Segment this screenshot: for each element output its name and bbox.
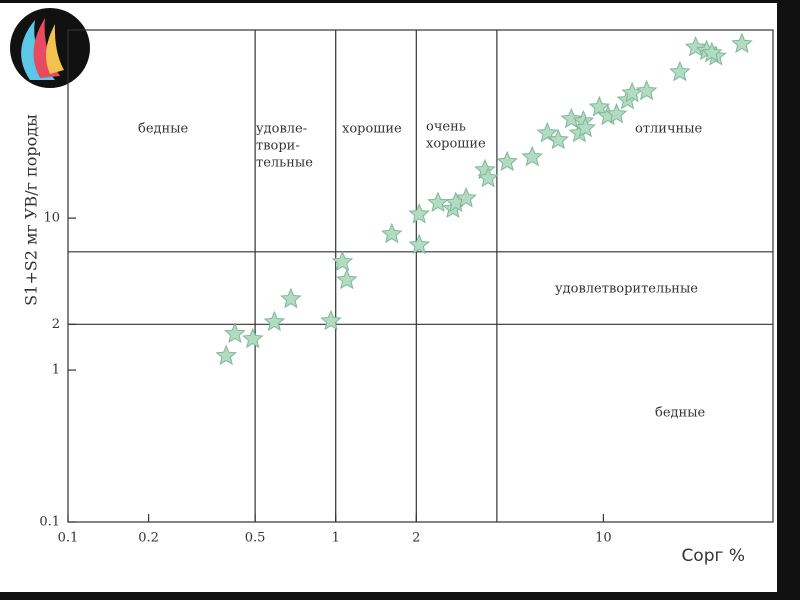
x-tick-label: 0.5 [245, 531, 266, 546]
point [547, 128, 569, 150]
region-label: хорошие [342, 122, 402, 137]
point [701, 41, 723, 63]
point [588, 95, 611, 117]
x-tick-label: 2 [412, 531, 420, 546]
point [215, 344, 237, 366]
region-label: твори- [256, 139, 300, 154]
region-label: бедные [655, 406, 706, 421]
region-label: тельные [256, 156, 313, 171]
point [336, 268, 358, 290]
point [560, 107, 583, 129]
logo [10, 8, 90, 88]
y-axis-label: S1+S2 мг УВ/г породы [22, 114, 41, 306]
y-tick-label: 2 [52, 317, 60, 332]
point [455, 186, 477, 208]
x-tick-label: 0.1 [58, 531, 79, 546]
point [427, 191, 449, 213]
frame-top [0, 0, 800, 3]
frame-right [777, 0, 800, 600]
y-tick-label: 0.1 [39, 515, 60, 530]
point [224, 322, 246, 344]
region-label: очень [426, 120, 466, 135]
point [242, 327, 264, 349]
x-tick-label: 0.2 [138, 531, 159, 546]
y-tick-label: 10 [43, 211, 60, 226]
y-tick-label: 1 [52, 363, 60, 378]
point [635, 79, 658, 101]
region-label: удовле- [256, 122, 307, 137]
point [263, 310, 286, 332]
x-tick-label: 1 [332, 531, 340, 546]
x-axis-label: Сорг % [681, 546, 745, 566]
point [477, 166, 499, 188]
point [280, 287, 302, 309]
point [574, 116, 597, 138]
plot-frame [67, 29, 774, 523]
region-label: удовлетворительные [555, 282, 698, 297]
point [669, 60, 691, 82]
region-label: хорошие [426, 137, 486, 152]
region-label: бедные [138, 122, 189, 137]
point [731, 32, 753, 54]
point [521, 145, 543, 167]
x-tick-label: 10 [595, 531, 612, 546]
point [381, 222, 403, 244]
point [496, 150, 518, 172]
frame-bottom [0, 592, 800, 600]
region-label: отличные [635, 122, 703, 137]
point [605, 102, 628, 124]
point [331, 250, 354, 272]
point [320, 309, 342, 331]
point [408, 233, 430, 255]
point [408, 203, 430, 224]
